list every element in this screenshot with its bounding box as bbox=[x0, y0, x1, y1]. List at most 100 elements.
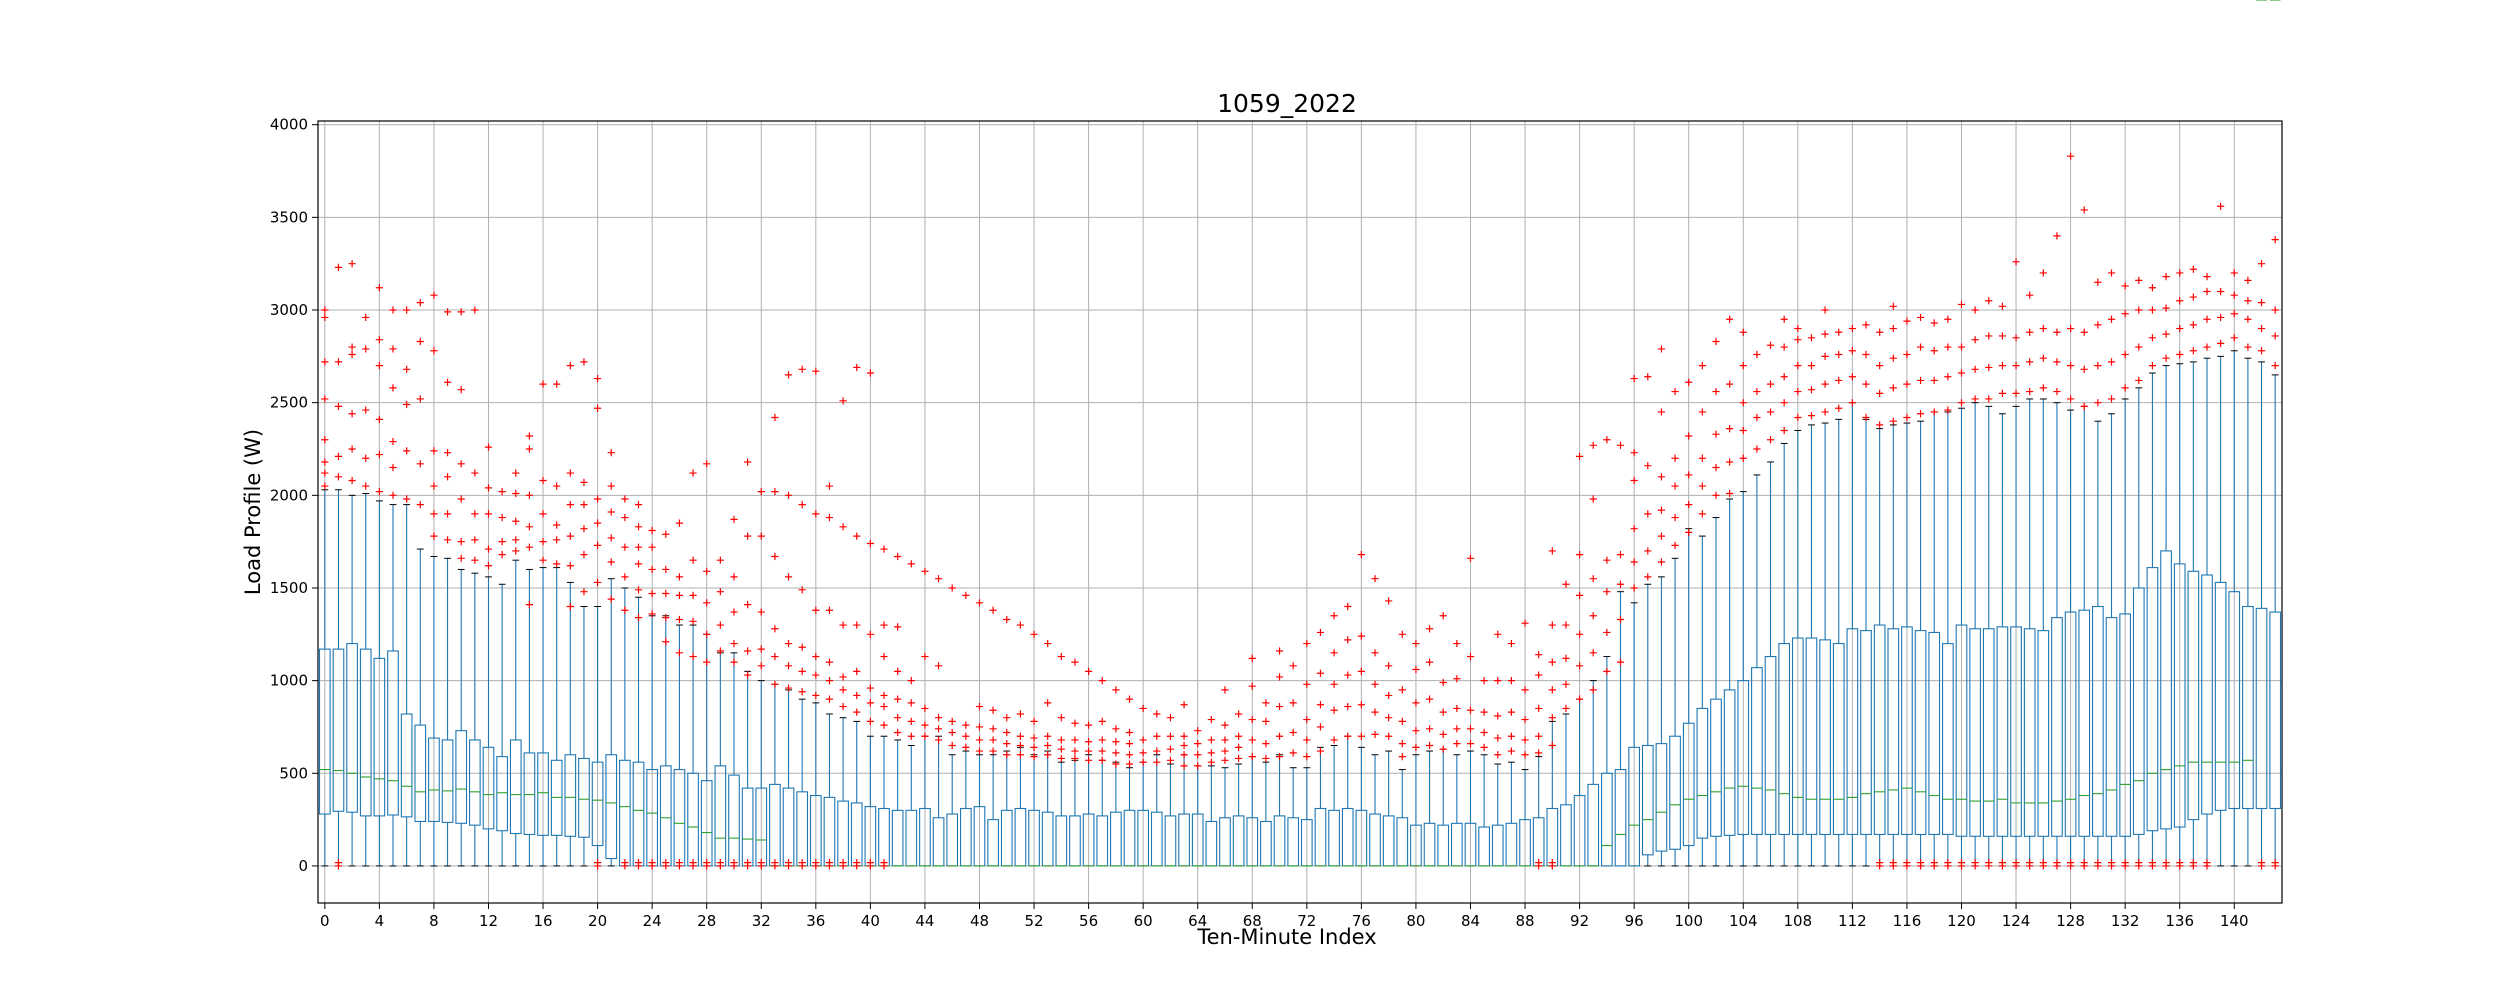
outlier-marker bbox=[2203, 859, 2211, 867]
outlier-marker bbox=[2053, 358, 2061, 366]
outlier-marker bbox=[1657, 408, 1666, 416]
outlier-marker bbox=[771, 652, 779, 661]
box-iqr bbox=[1000, 809, 1013, 867]
outlier-marker bbox=[1057, 714, 1065, 722]
outlier-marker bbox=[825, 606, 834, 614]
outlier-marker bbox=[703, 658, 711, 666]
outlier-marker bbox=[1535, 732, 1543, 740]
outlier-marker bbox=[1657, 473, 1666, 481]
outlier-marker bbox=[839, 673, 847, 681]
outlier-marker bbox=[2148, 362, 2157, 370]
outlier-marker bbox=[1835, 404, 1843, 412]
outlier-marker bbox=[1303, 753, 1311, 761]
outlier-marker bbox=[1971, 365, 1979, 373]
box-iqr bbox=[1273, 815, 1286, 867]
outlier-marker bbox=[1589, 495, 1597, 503]
outlier-marker bbox=[1712, 387, 1720, 396]
box-iqr bbox=[373, 657, 386, 817]
outlier-marker bbox=[989, 736, 997, 744]
outlier-marker bbox=[1248, 736, 1256, 744]
box-iqr bbox=[1096, 815, 1109, 867]
outlier-marker bbox=[1957, 859, 1966, 867]
outlier-marker bbox=[1044, 732, 1052, 740]
outlier-marker bbox=[1985, 363, 1993, 372]
outlier-marker bbox=[894, 695, 902, 703]
outlier-marker bbox=[948, 741, 956, 750]
outlier-marker bbox=[1807, 412, 1816, 420]
box-iqr bbox=[741, 787, 754, 867]
tick-layer: 0 4 8 12 16 20 24 28 32 36 40 44 48 52 56 60 64 68 72 76 80 8… bbox=[270, 116, 2249, 930]
outlier-marker bbox=[1112, 749, 1120, 757]
outlier-marker bbox=[2067, 859, 2075, 867]
x-tick-label: 24 bbox=[643, 912, 662, 930]
outlier-marker bbox=[1998, 389, 2006, 398]
outlier-marker bbox=[2230, 291, 2238, 299]
outlier-marker bbox=[321, 436, 329, 444]
outlier-marker bbox=[744, 859, 752, 867]
outlier-marker bbox=[1957, 399, 1966, 407]
outlier-marker bbox=[1085, 667, 1093, 675]
outlier-marker bbox=[1003, 714, 1011, 722]
box-iqr bbox=[1232, 815, 1245, 867]
outlier-marker bbox=[621, 573, 629, 581]
x-tick-label: 92 bbox=[1570, 912, 1589, 930]
outlier-marker bbox=[1657, 558, 1666, 566]
outlier-marker bbox=[894, 623, 902, 631]
outlier-marker bbox=[1330, 612, 1338, 620]
chart-title: 1059_2022 bbox=[1217, 89, 1357, 118]
outlier-marker bbox=[1098, 736, 1106, 744]
outlier-marker bbox=[1916, 343, 1925, 351]
outlier-marker bbox=[689, 652, 697, 661]
outlier-marker bbox=[730, 573, 738, 581]
outlier-marker bbox=[457, 554, 465, 562]
outlier-marker bbox=[484, 443, 493, 451]
outlier-marker bbox=[1957, 300, 1966, 309]
outlier-marker bbox=[1753, 387, 1761, 396]
outlier-marker bbox=[744, 458, 752, 466]
outlier-marker bbox=[389, 345, 397, 353]
outlier-marker bbox=[1494, 677, 1502, 685]
outlier-marker bbox=[1003, 740, 1011, 748]
outlier-marker bbox=[1057, 736, 1065, 744]
outlier-marker bbox=[921, 732, 929, 740]
outlier-marker bbox=[853, 708, 861, 716]
outlier-marker bbox=[498, 513, 506, 522]
outlier-marker bbox=[1480, 708, 1488, 716]
box-iqr bbox=[1423, 822, 1436, 867]
box-iqr bbox=[2078, 609, 2091, 837]
outlier-marker bbox=[1576, 630, 1584, 638]
outlier-marker bbox=[1848, 324, 1856, 333]
outlier-marker bbox=[1548, 859, 1556, 867]
outlier-marker bbox=[744, 601, 752, 609]
outlier-marker bbox=[716, 647, 724, 655]
box-iqr bbox=[2242, 605, 2254, 810]
outlier-marker bbox=[1085, 738, 1093, 746]
outlier-marker bbox=[662, 589, 670, 598]
box-iqr bbox=[891, 809, 904, 867]
outlier-marker bbox=[962, 721, 970, 729]
outlier-marker bbox=[1739, 399, 1747, 407]
outlier-marker bbox=[1698, 362, 1706, 370]
outlier-marker bbox=[2039, 324, 2047, 333]
outlier-marker bbox=[1630, 374, 1638, 383]
outlier-marker bbox=[2189, 321, 2197, 329]
outlier-marker bbox=[1385, 597, 1393, 605]
box-iqr bbox=[1341, 807, 1354, 867]
outlier-marker bbox=[512, 517, 520, 525]
outlier-marker bbox=[1766, 341, 1775, 349]
outlier-marker bbox=[1030, 734, 1038, 742]
outlier-marker bbox=[798, 667, 806, 675]
outlier-marker bbox=[2121, 859, 2129, 867]
outlier-marker bbox=[839, 686, 847, 694]
outlier-marker bbox=[2162, 304, 2170, 312]
outlier-marker bbox=[1835, 328, 1843, 336]
outlier-marker bbox=[2094, 321, 2102, 329]
outlier-marker bbox=[1371, 649, 1379, 657]
box-iqr bbox=[332, 648, 345, 812]
outlier-marker bbox=[1166, 745, 1175, 753]
box-iqr bbox=[1055, 815, 1068, 867]
outlier-marker bbox=[866, 717, 874, 725]
x-tick-label: 28 bbox=[697, 912, 716, 930]
outlier-marker bbox=[1344, 602, 1352, 611]
outlier-marker bbox=[2026, 328, 2034, 336]
